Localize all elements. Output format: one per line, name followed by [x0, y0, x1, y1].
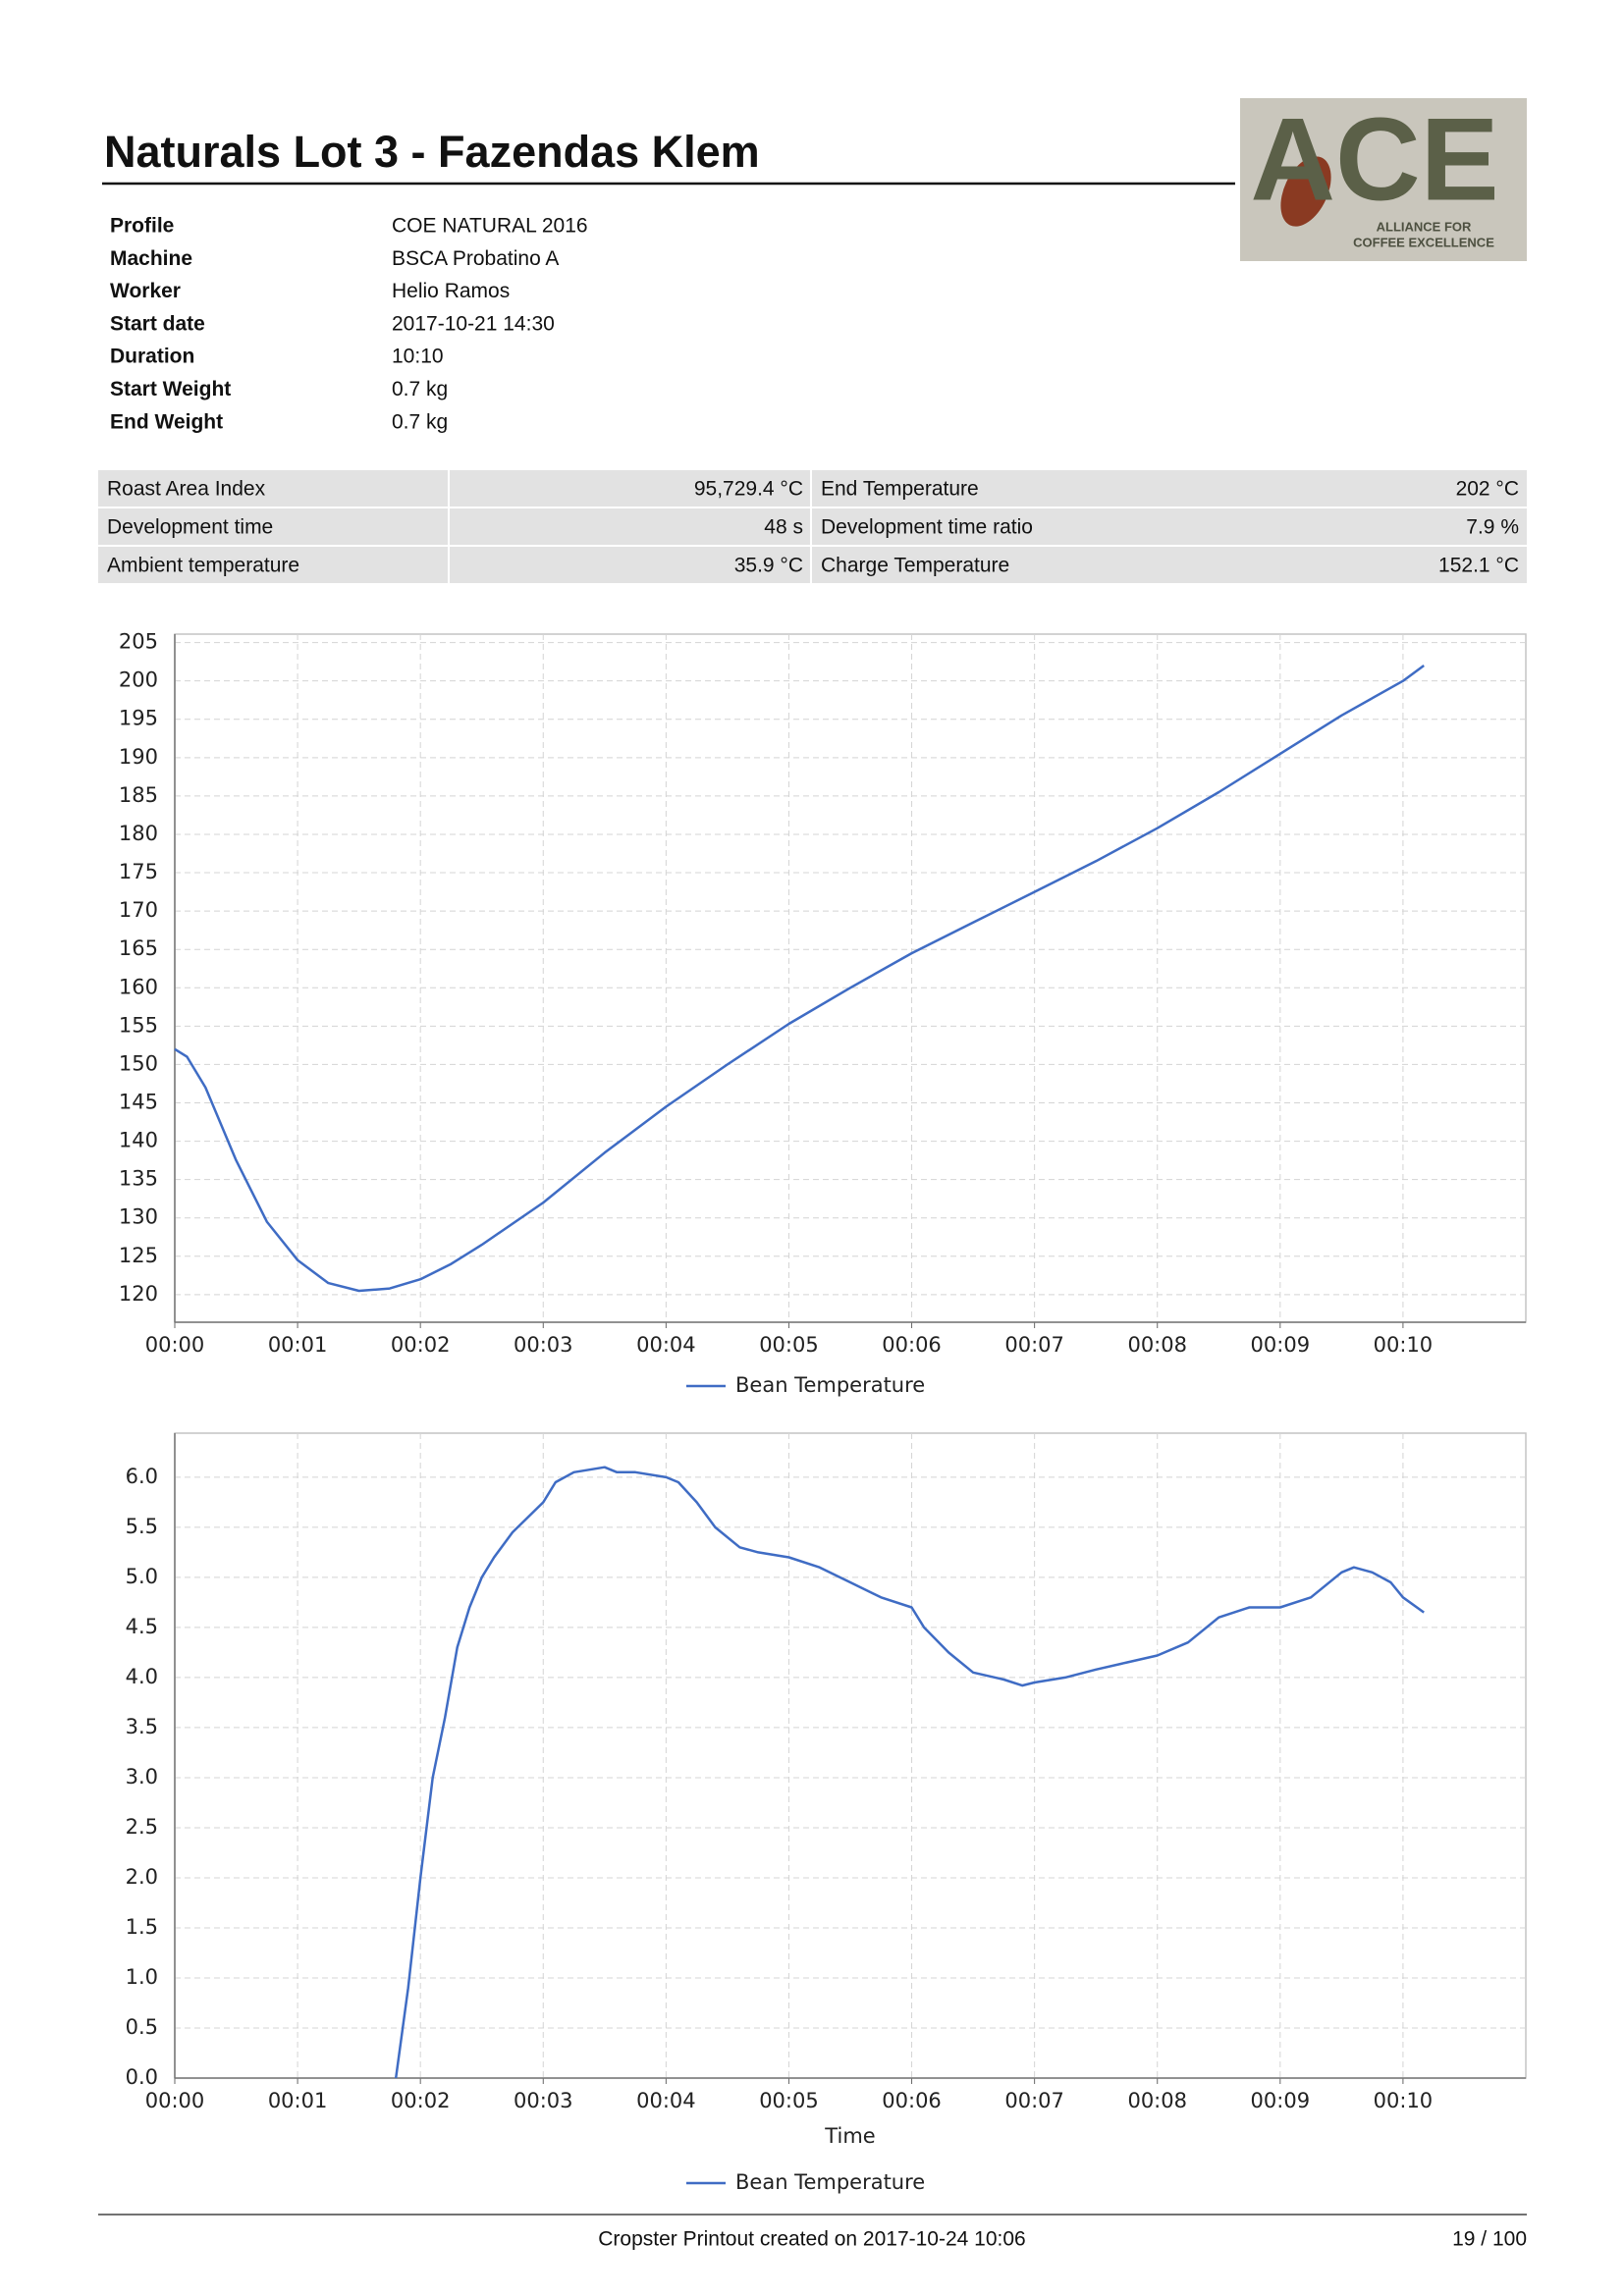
y-tick-label: 135 [119, 1167, 158, 1191]
info-label: Duration [110, 346, 194, 368]
y-tick-label: 150 [119, 1051, 158, 1075]
x-tick-label: 00:08 [1127, 1333, 1187, 1357]
y-tick-label: 5.5 [126, 1515, 158, 1538]
legend-label: Bean Temperature [735, 1373, 925, 1397]
y-tick-label: 165 [119, 936, 158, 960]
y-tick-label: 125 [119, 1244, 158, 1267]
info-label: Machine [110, 247, 192, 270]
y-tick-label: 130 [119, 1205, 158, 1229]
x-tick-label: 00:00 [145, 2089, 205, 2112]
y-tick-label: 200 [119, 668, 158, 692]
x-tick-label: 00:04 [636, 1333, 696, 1357]
x-tick-label: 00:00 [145, 1333, 205, 1357]
logo-bean [1280, 156, 1331, 227]
metric-value: 48 s [764, 516, 803, 539]
x-tick-label: 00:06 [882, 2089, 942, 2112]
metric-value: 202 °C [1456, 478, 1519, 501]
x-tick-label: 00:10 [1374, 2089, 1434, 2112]
metric-value: 95,729.4 °C [694, 478, 803, 501]
y-tick-label: 2.0 [126, 1865, 158, 1889]
metric-label: Charge Temperature [821, 555, 1009, 577]
x-tick-label: 00:04 [636, 2089, 696, 2112]
metrics-row [98, 508, 1527, 545]
y-tick-label: 195 [119, 707, 158, 730]
x-axis-title: Time [824, 2124, 875, 2148]
x-tick-label: 00:06 [882, 1333, 942, 1357]
y-tick-label: 155 [119, 1013, 158, 1037]
metric-value: 7.9 % [1466, 516, 1519, 539]
y-tick-label: 4.5 [126, 1615, 158, 1638]
plot-frame [174, 633, 1527, 1323]
info-value: BSCA Probatino A [392, 247, 559, 270]
x-tick-label: 00:08 [1127, 2089, 1187, 2112]
y-tick-label: 170 [119, 898, 158, 922]
y-tick-label: 145 [119, 1090, 158, 1113]
y-tick-label: 0.0 [126, 2065, 158, 2089]
x-tick-label: 00:01 [268, 1333, 328, 1357]
info-value: 10:10 [392, 346, 444, 368]
metrics-row [98, 470, 1527, 507]
x-tick-label: 00:02 [391, 1333, 451, 1357]
info-label: Start Weight [110, 378, 231, 400]
plot-frame [174, 1432, 1527, 2079]
y-tick-label: 175 [119, 860, 158, 883]
y-tick-label: 140 [119, 1129, 158, 1152]
x-tick-label: 00:01 [268, 2089, 328, 2112]
x-tick-label: 00:02 [391, 2089, 451, 2112]
x-tick-label: 00:05 [759, 2089, 819, 2112]
y-tick-label: 160 [119, 975, 158, 998]
logo-tagline: COFFEE EXCELLENCE [1353, 235, 1494, 249]
page-number: 19 / 100 [1452, 2228, 1527, 2251]
metric-label: Development time ratio [821, 516, 1033, 539]
series-line [394, 1466, 1425, 2079]
y-tick-label: 5.0 [126, 1565, 158, 1588]
metric-label: End Temperature [821, 478, 979, 501]
logo-tagline: ALLIANCE FOR [1377, 219, 1472, 234]
info-label: Start date [110, 312, 205, 335]
info-value: 0.7 kg [392, 378, 448, 400]
series-line [174, 664, 1425, 1293]
y-tick-label: 3.5 [126, 1715, 158, 1738]
x-tick-label: 00:10 [1374, 1333, 1434, 1357]
info-value: 2017-10-21 14:30 [392, 312, 555, 335]
info-label: Profile [110, 215, 174, 238]
y-tick-label: 1.5 [126, 1915, 158, 1939]
y-tick-label: 0.5 [126, 2015, 158, 2039]
y-tick-label: 6.0 [126, 1465, 158, 1488]
y-tick-label: 205 [119, 630, 158, 654]
y-tick-label: 185 [119, 783, 158, 807]
x-tick-label: 00:07 [1004, 1333, 1064, 1357]
x-tick-label: 00:03 [514, 2089, 573, 2112]
metric-label: Roast Area Index [107, 478, 266, 501]
metric-label: Development time [107, 516, 273, 539]
x-tick-label: 00:03 [514, 1333, 573, 1357]
logo-mark: ACE [1250, 94, 1498, 226]
metrics-row [98, 547, 1527, 583]
y-tick-label: 180 [119, 822, 158, 845]
y-tick-label: 190 [119, 745, 158, 769]
x-tick-label: 00:07 [1004, 2089, 1064, 2112]
title: Naturals Lot 3 - Fazendas Klem [104, 127, 760, 177]
x-tick-label: 00:09 [1251, 2089, 1311, 2112]
info-value: Helio Ramos [392, 280, 510, 302]
metric-label: Ambient temperature [107, 555, 299, 577]
info-label: Worker [110, 280, 181, 302]
info-label: End Weight [110, 410, 223, 433]
footer-text: Cropster Printout created on 2017-10-24 … [598, 2228, 1025, 2251]
info-value: 0.7 kg [392, 410, 448, 433]
metric-value: 35.9 °C [734, 555, 803, 577]
x-tick-label: 00:09 [1251, 1333, 1311, 1357]
y-tick-label: 120 [119, 1282, 158, 1306]
info-value: COE NATURAL 2016 [392, 215, 588, 238]
legend-label: Bean Temperature [735, 2170, 925, 2194]
metric-value: 152.1 °C [1438, 555, 1519, 577]
y-tick-label: 2.5 [126, 1815, 158, 1839]
y-tick-label: 1.0 [126, 1965, 158, 1989]
y-tick-label: 3.0 [126, 1765, 158, 1789]
y-tick-label: 4.0 [126, 1665, 158, 1688]
x-tick-label: 00:05 [759, 1333, 819, 1357]
